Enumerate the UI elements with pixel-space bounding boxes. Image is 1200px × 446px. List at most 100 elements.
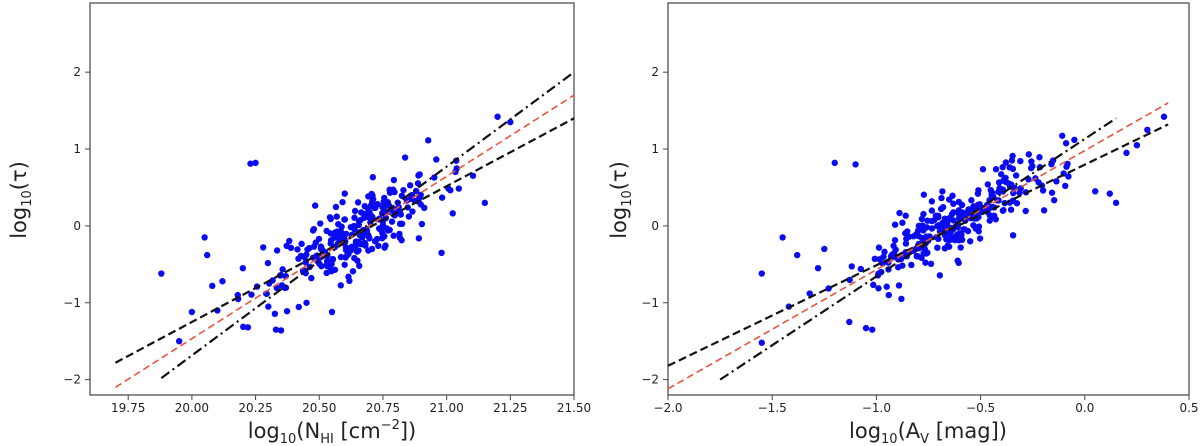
data-point: [821, 245, 828, 253]
data-point: [995, 179, 1003, 186]
data-point: [950, 200, 957, 207]
data-point: [355, 247, 362, 254]
data-point: [334, 229, 342, 236]
data-point: [294, 246, 301, 253]
data-point: [995, 188, 1002, 196]
data-point: [898, 295, 905, 303]
data-point: [870, 281, 877, 289]
data-point: [297, 252, 305, 260]
data-point: [286, 237, 293, 245]
data-point: [341, 216, 349, 223]
data-point: [354, 257, 361, 264]
data-point: [337, 253, 345, 261]
data-point: [989, 189, 996, 197]
data-point: [1062, 140, 1070, 147]
data-point: [203, 251, 211, 259]
x-tick-label: 19.75: [111, 401, 145, 415]
x-tick-label: 20.50: [302, 401, 336, 415]
data-point: [396, 230, 403, 238]
data-point: [950, 217, 957, 224]
data-point: [1050, 196, 1058, 204]
data-point: [371, 238, 379, 245]
data-point: [846, 276, 853, 284]
data-point: [806, 290, 813, 297]
data-point: [1123, 149, 1130, 157]
data-point: [1009, 232, 1017, 239]
data-point: [375, 242, 382, 250]
data-point: [264, 259, 272, 267]
fit-dashed-line: [114, 117, 575, 364]
data-point: [380, 201, 387, 208]
data-point: [935, 235, 942, 243]
data-point: [337, 282, 344, 289]
data-point: [890, 242, 897, 250]
data-point: [327, 236, 335, 244]
data-point: [1022, 207, 1029, 215]
data-point: [976, 201, 983, 208]
data-point: [311, 202, 319, 209]
data-point: [323, 269, 330, 277]
data-point: [928, 225, 936, 232]
data-point: [400, 186, 407, 194]
data-point: [283, 307, 291, 315]
data-point: [939, 203, 947, 211]
data-point: [390, 232, 397, 239]
data-point: [298, 240, 305, 248]
data-point: [273, 247, 281, 254]
data-point: [158, 270, 165, 277]
data-point: [327, 215, 334, 223]
right-plot-frame: [667, 2, 1190, 396]
data-point: [248, 291, 255, 298]
data-point: [355, 240, 363, 248]
data-point: [976, 235, 984, 242]
data-point: [1160, 113, 1168, 120]
data-point: [1007, 206, 1015, 213]
data-point: [351, 226, 358, 233]
data-point: [341, 261, 348, 268]
data-point: [966, 238, 974, 245]
data-point: [455, 185, 463, 192]
data-point: [852, 161, 859, 168]
data-point: [814, 264, 822, 272]
data-point: [433, 156, 440, 163]
data-point: [382, 242, 389, 249]
data-point: [369, 174, 377, 181]
data-point: [339, 198, 346, 206]
y-tick-label: 0: [651, 219, 659, 233]
data-point: [1013, 200, 1021, 207]
data-point: [895, 282, 903, 289]
data-point: [934, 222, 941, 230]
data-point: [944, 242, 951, 249]
data-point: [398, 220, 406, 228]
data-point: [351, 207, 359, 215]
data-point: [356, 262, 363, 270]
data-point: [287, 244, 295, 252]
data-point: [999, 164, 1006, 171]
data-point: [927, 260, 935, 268]
data-point: [368, 245, 376, 253]
x-tick-label: 21.50: [557, 401, 591, 415]
data-point: [869, 326, 876, 333]
data-point: [351, 214, 358, 221]
y-tick-label: −2: [63, 373, 81, 387]
left-ticks: 19.75 20.00 20.25 20.50 20.75 21.00 21.25 21.50…: [63, 65, 591, 415]
data-point: [272, 326, 280, 333]
data-point: [914, 253, 922, 260]
data-point: [1062, 182, 1069, 190]
data-point: [997, 171, 1005, 178]
data-point: [409, 208, 416, 215]
data-point: [902, 240, 910, 247]
fit-red-dashed-line: [115, 94, 575, 388]
data-point: [1106, 190, 1114, 197]
data-point: [1008, 157, 1016, 164]
data-point: [418, 220, 426, 228]
data-point: [1063, 163, 1070, 170]
data-point: [1000, 206, 1007, 214]
data-point: [302, 269, 309, 277]
data-point: [1002, 159, 1010, 166]
data-point: [1048, 189, 1056, 196]
data-point: [883, 283, 890, 290]
data-point: [357, 216, 364, 224]
data-point: [201, 234, 208, 241]
data-point: [875, 244, 883, 251]
